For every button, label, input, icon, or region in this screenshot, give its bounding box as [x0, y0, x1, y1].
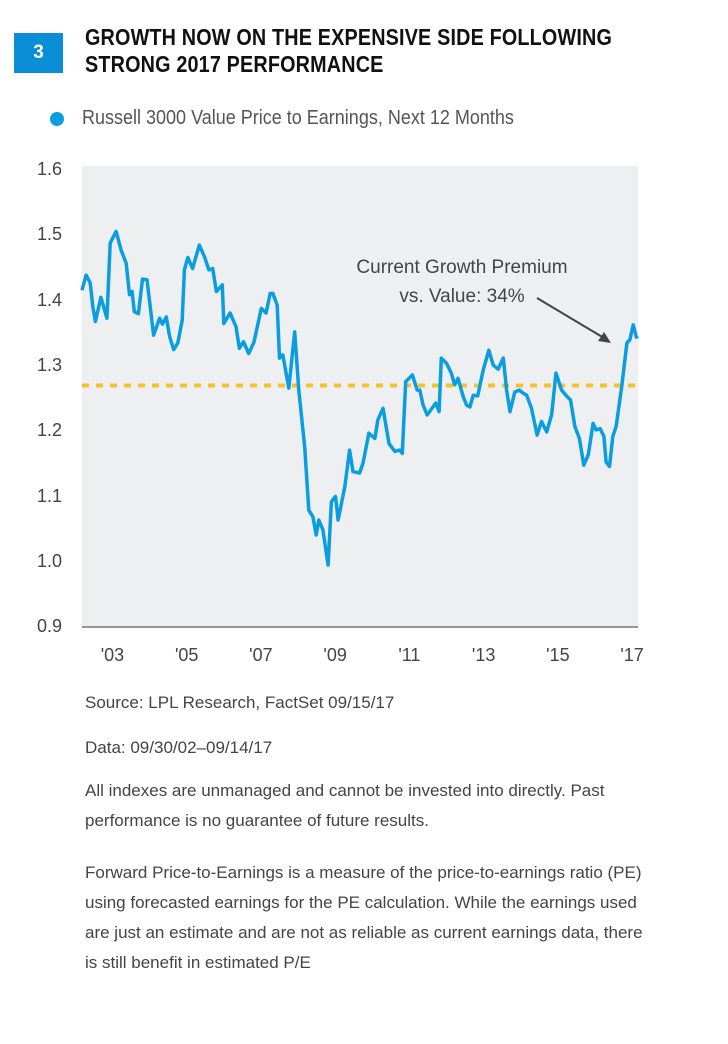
figure-number-badge: 3 [14, 33, 63, 73]
plot-background [82, 166, 638, 627]
x-tick-label: '13 [471, 645, 496, 665]
annotation-arrow [536, 297, 605, 339]
x-tick-label: '03 [100, 645, 125, 665]
annotation-arrowhead [598, 332, 611, 343]
x-tick-label: '09 [323, 645, 347, 665]
y-tick-label: 1.0 [36, 550, 62, 571]
series-line [80, 229, 639, 567]
annotation-line2: vs. Value: 34% [399, 286, 524, 307]
x-tick-label: '05 [174, 645, 199, 665]
x-tick-label: '07 [249, 645, 273, 665]
chart-plot: Current Growth Premium vs. Value: 34% [80, 166, 639, 628]
data-range-note: Data: 09/30/02–09/14/17 [85, 738, 273, 757]
y-tick-label: 1.1 [36, 485, 62, 506]
y-tick-label: 1.6 [36, 159, 62, 179]
x-tick-label: '11 [398, 645, 421, 665]
annotation-line1: Current Growth Premium [356, 257, 567, 278]
y-tick-label: 1.5 [36, 224, 62, 245]
legend-marker [50, 112, 64, 126]
x-tick-label: '15 [546, 645, 570, 665]
y-tick-label: 0.9 [36, 616, 62, 637]
disclaimer-note: All indexes are unmanaged and cannot be … [85, 781, 605, 830]
legend-label: Russell 3000 Value Price to Earnings, Ne… [82, 107, 514, 129]
x-tick-label: '17 [620, 645, 644, 665]
chart-title-line2: STRONG 2017 PERFORMANCE [85, 51, 384, 77]
chart-title-line1: GROWTH NOW ON THE EXPENSIVE SIDE FOLLOWI… [85, 24, 613, 50]
y-tick-label: 1.3 [36, 354, 62, 375]
definition-note: Forward Price-to-Earnings is a measure o… [85, 863, 643, 972]
y-tick-label: 1.4 [36, 289, 62, 310]
y-tick-label: 1.2 [36, 420, 62, 441]
source-note: Source: LPL Research, FactSet 09/15/17 [85, 693, 395, 712]
